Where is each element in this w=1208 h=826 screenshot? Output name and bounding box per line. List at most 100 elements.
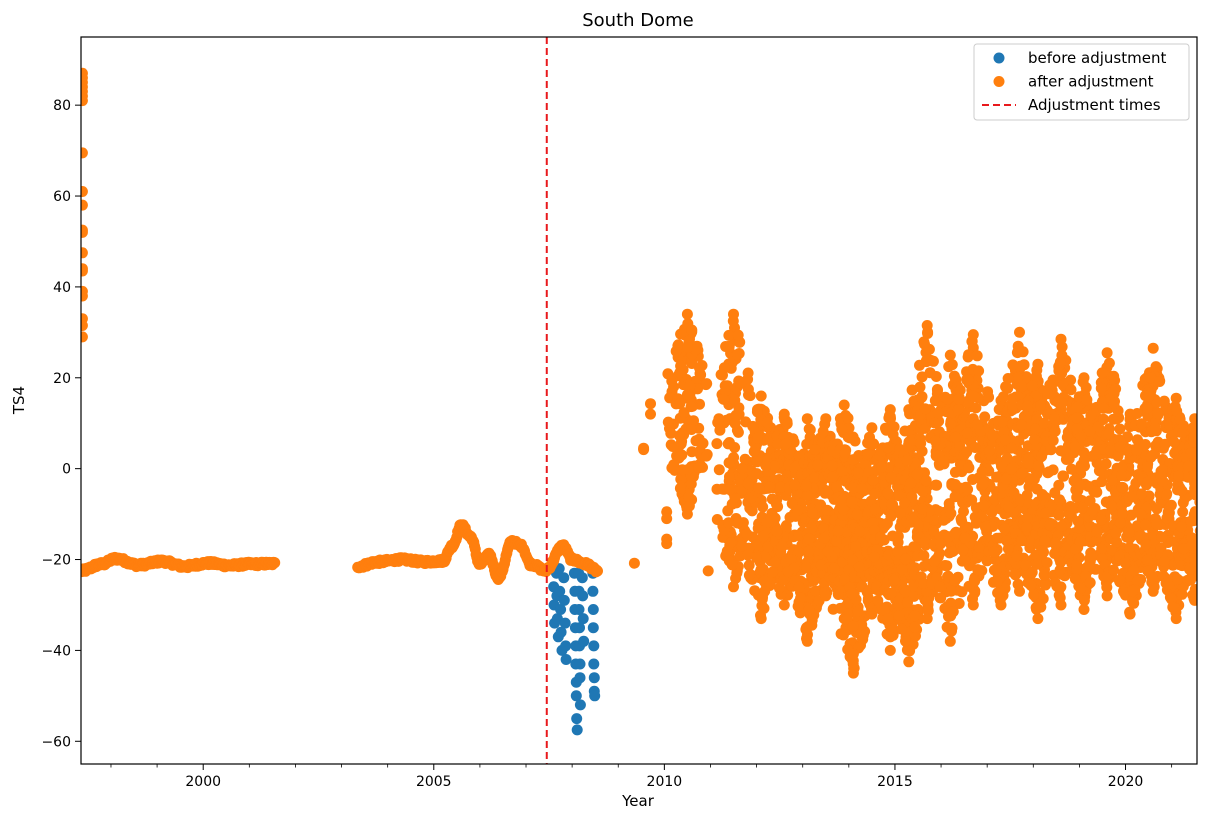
after-adjustment-point — [1183, 461, 1194, 472]
after-adjustment-point — [896, 624, 907, 635]
after-adjustment-point — [835, 603, 846, 614]
legend-marker — [994, 53, 1005, 64]
after-adjustment-point — [693, 462, 704, 473]
after-adjustment-point — [1071, 492, 1082, 503]
x-tick-label: 2015 — [877, 774, 913, 790]
after-adjustment-point — [1171, 613, 1182, 624]
after-adjustment-point — [1136, 488, 1147, 499]
after-adjustment-point — [771, 499, 782, 510]
after-adjustment-point — [984, 445, 995, 456]
y-tick-label: −20 — [41, 553, 71, 569]
after-adjustment-point — [1114, 575, 1125, 586]
x-tick-label: 2020 — [1108, 774, 1144, 790]
after-adjustment-point — [836, 628, 847, 639]
after-adjustment-point — [1075, 480, 1086, 491]
points-layer — [76, 68, 1208, 736]
after-adjustment-point — [827, 471, 838, 482]
after-adjustment-point — [1096, 514, 1107, 525]
after-adjustment-point — [1117, 508, 1128, 519]
after-adjustment-point — [967, 474, 978, 485]
after-adjustment-point — [752, 406, 763, 417]
after-adjustment-point — [1108, 371, 1119, 382]
after-adjustment-point — [902, 455, 913, 466]
after-adjustment-point — [1190, 584, 1201, 595]
after-adjustment-point — [1049, 548, 1060, 559]
after-adjustment-point — [77, 291, 88, 302]
after-adjustment-point — [1140, 539, 1151, 550]
after-adjustment-point — [1050, 426, 1061, 437]
after-adjustment-point — [1096, 544, 1107, 555]
after-adjustment-point — [758, 531, 769, 542]
y-axis-label: TS4 — [10, 386, 28, 415]
after-adjustment-point — [1142, 403, 1153, 414]
after-adjustment-point — [645, 398, 656, 409]
after-adjustment-point — [793, 601, 804, 612]
after-adjustment-point — [1071, 412, 1082, 423]
after-adjustment-point — [1102, 347, 1113, 358]
after-adjustment-point — [928, 356, 939, 367]
after-adjustment-point — [869, 552, 880, 563]
after-adjustment-point — [686, 424, 697, 435]
after-adjustment-point — [935, 592, 946, 603]
after-adjustment-point — [962, 484, 973, 495]
after-adjustment-point — [1176, 521, 1187, 532]
legend-label: Adjustment times — [1028, 96, 1161, 114]
after-adjustment-point — [756, 613, 767, 624]
after-adjustment-point — [950, 528, 961, 539]
after-adjustment-point — [1115, 518, 1126, 529]
after-adjustment-point — [801, 480, 812, 491]
after-adjustment-point — [866, 422, 877, 433]
after-adjustment-point — [1148, 586, 1159, 597]
after-adjustment-point — [909, 622, 920, 633]
after-adjustment-point — [743, 478, 754, 489]
after-adjustment-point — [77, 331, 88, 342]
after-adjustment-point — [713, 413, 724, 424]
after-adjustment-point — [771, 526, 782, 537]
after-adjustment-point — [1202, 474, 1208, 485]
after-adjustment-point — [921, 595, 932, 606]
after-adjustment-point — [1189, 553, 1200, 564]
after-adjustment-point — [1055, 357, 1066, 368]
after-adjustment-point — [963, 375, 974, 386]
after-adjustment-point — [953, 394, 964, 405]
after-adjustment-point — [875, 532, 886, 543]
after-adjustment-point — [929, 556, 940, 567]
after-adjustment-point — [1070, 573, 1081, 584]
after-adjustment-point — [1032, 359, 1043, 370]
after-adjustment-point — [1033, 460, 1044, 471]
after-adjustment-point — [1173, 470, 1184, 481]
after-adjustment-point — [1027, 381, 1038, 392]
after-adjustment-point — [77, 247, 88, 258]
after-adjustment-point — [1023, 458, 1034, 469]
before-adjustment-point — [572, 724, 583, 735]
after-adjustment-point — [714, 425, 725, 436]
after-adjustment-point — [836, 424, 847, 435]
after-adjustment-point — [899, 498, 910, 509]
after-adjustment-point — [1079, 372, 1090, 383]
after-adjustment-point — [870, 504, 881, 515]
after-adjustment-point — [848, 621, 859, 632]
after-adjustment-point — [757, 592, 768, 603]
after-adjustment-point — [1109, 398, 1120, 409]
after-adjustment-point — [1070, 441, 1081, 452]
after-adjustment-point — [996, 600, 1007, 611]
before-adjustment-point — [588, 659, 599, 670]
after-adjustment-point — [1143, 391, 1154, 402]
after-adjustment-point — [762, 517, 773, 528]
after-adjustment-point — [915, 382, 926, 393]
legend-label: before adjustment — [1028, 49, 1166, 67]
after-adjustment-point — [1128, 598, 1139, 609]
after-adjustment-point — [1142, 461, 1153, 472]
after-adjustment-point — [1198, 562, 1208, 573]
after-adjustment-point — [629, 558, 640, 569]
after-adjustment-point — [1106, 501, 1117, 512]
after-adjustment-point — [883, 613, 894, 624]
after-adjustment-point — [903, 656, 914, 667]
after-adjustment-point — [1049, 413, 1060, 424]
after-adjustment-point — [1053, 480, 1064, 491]
after-adjustment-point — [728, 309, 739, 320]
after-adjustment-point — [960, 533, 971, 544]
after-adjustment-point — [1056, 521, 1067, 532]
after-adjustment-point — [911, 469, 922, 480]
